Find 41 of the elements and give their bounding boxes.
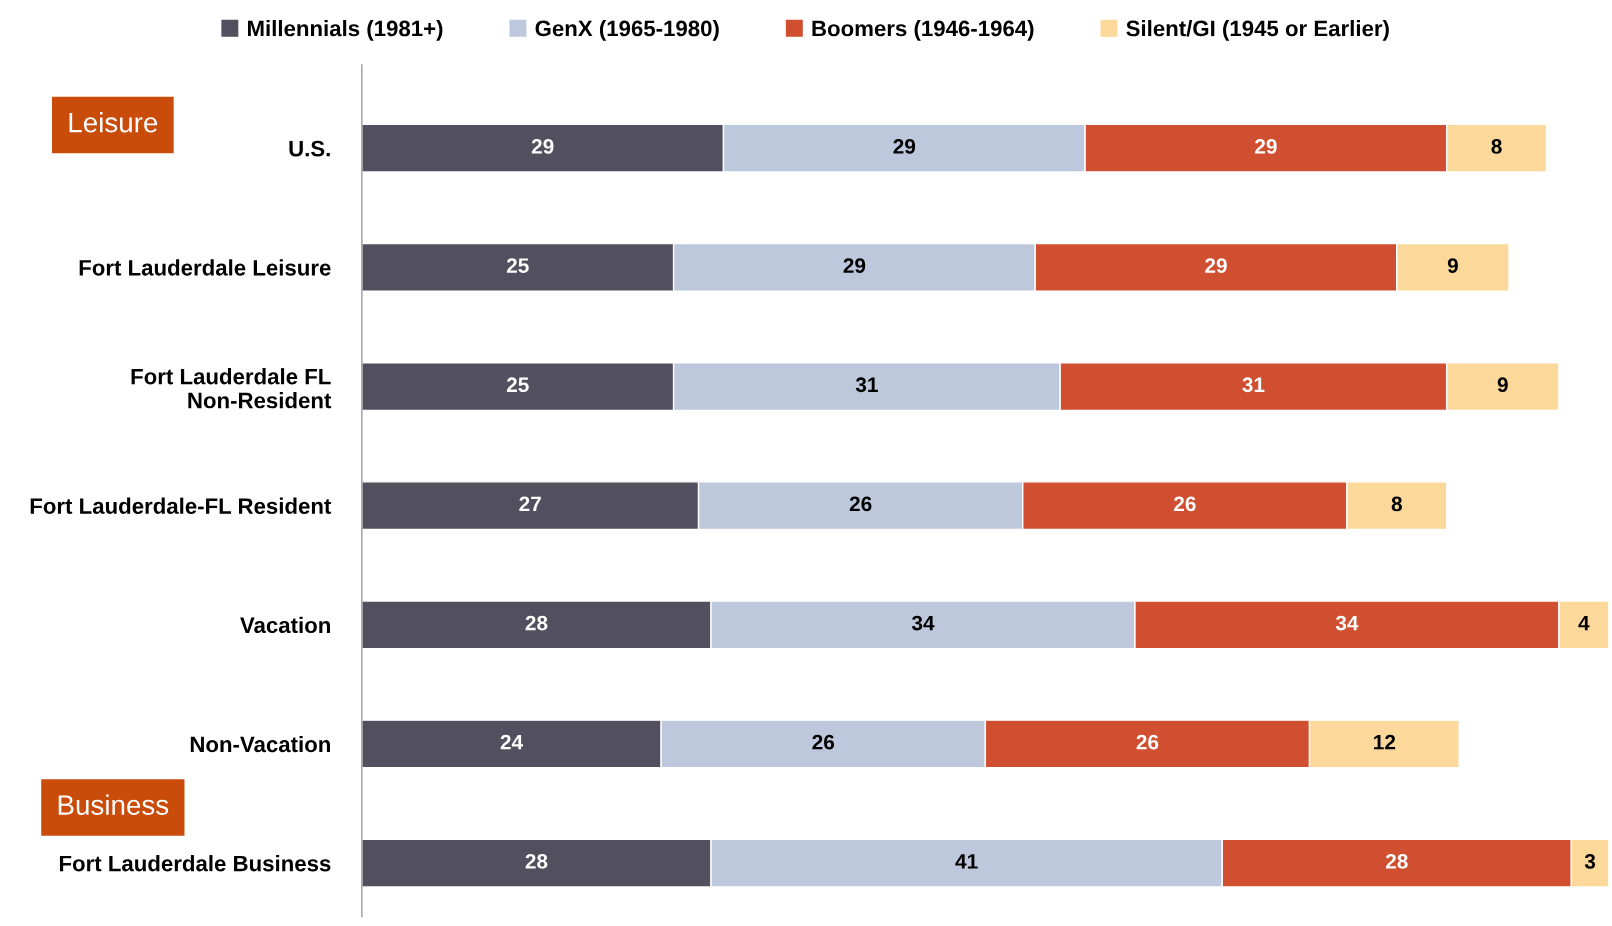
data-label: 31	[855, 377, 878, 393]
data-label: 8	[1491, 139, 1502, 154]
data-label: 26	[1136, 734, 1159, 750]
legend-label: GenX (1965-1980)	[535, 20, 719, 41]
data-label: 4	[1578, 615, 1590, 631]
y-tick-label: Fort Lauderdale Business	[59, 855, 331, 872]
y-tick-label: Vacation	[240, 616, 330, 634]
data-label: 27	[519, 496, 541, 512]
data-label: 34	[911, 615, 935, 631]
data-label: 25	[506, 377, 529, 393]
data-label: 28	[525, 615, 548, 631]
data-label: 26	[1173, 496, 1196, 512]
legend-label: Boomers (1946-1964)	[812, 20, 1034, 41]
data-label: 29	[1255, 139, 1277, 154]
data-label: 29	[893, 139, 916, 154]
legend-label: Silent/GI (1945 or Earlier)	[1126, 20, 1389, 41]
data-label: 28	[1385, 853, 1408, 869]
y-tick-label: Fort Lauderdale-FL Resident	[30, 497, 332, 514]
data-label: 12	[1374, 734, 1396, 750]
data-label: 29	[843, 258, 866, 273]
y-tick-label: U.S.	[289, 140, 330, 157]
data-label: 26	[812, 734, 835, 750]
text: Leisure	[69, 112, 158, 133]
legend-label: Millennials (1981+)	[248, 20, 443, 41]
text: Business	[58, 794, 169, 815]
data-label: 34	[1335, 615, 1359, 631]
data-label: 9	[1497, 377, 1508, 393]
data-label: 29	[531, 139, 554, 154]
data-label: 28	[525, 853, 548, 869]
data-label: 9	[1447, 258, 1458, 273]
data-label: 8	[1391, 496, 1402, 512]
y-tick-label: Fort Lauderdale FL Non-Resident	[131, 368, 332, 409]
data-label: 3	[1584, 853, 1596, 869]
data-label: 41	[955, 854, 978, 869]
y-tick-label: Fort Lauderdale Leisure	[79, 259, 331, 276]
data-label: 24	[500, 734, 523, 750]
data-label: 31	[1242, 377, 1265, 393]
data-label: 25	[506, 258, 529, 273]
y-tick-label: Non-Vacation	[190, 735, 330, 753]
data-label: 26	[849, 496, 872, 512]
data-label: 29	[1205, 258, 1227, 273]
